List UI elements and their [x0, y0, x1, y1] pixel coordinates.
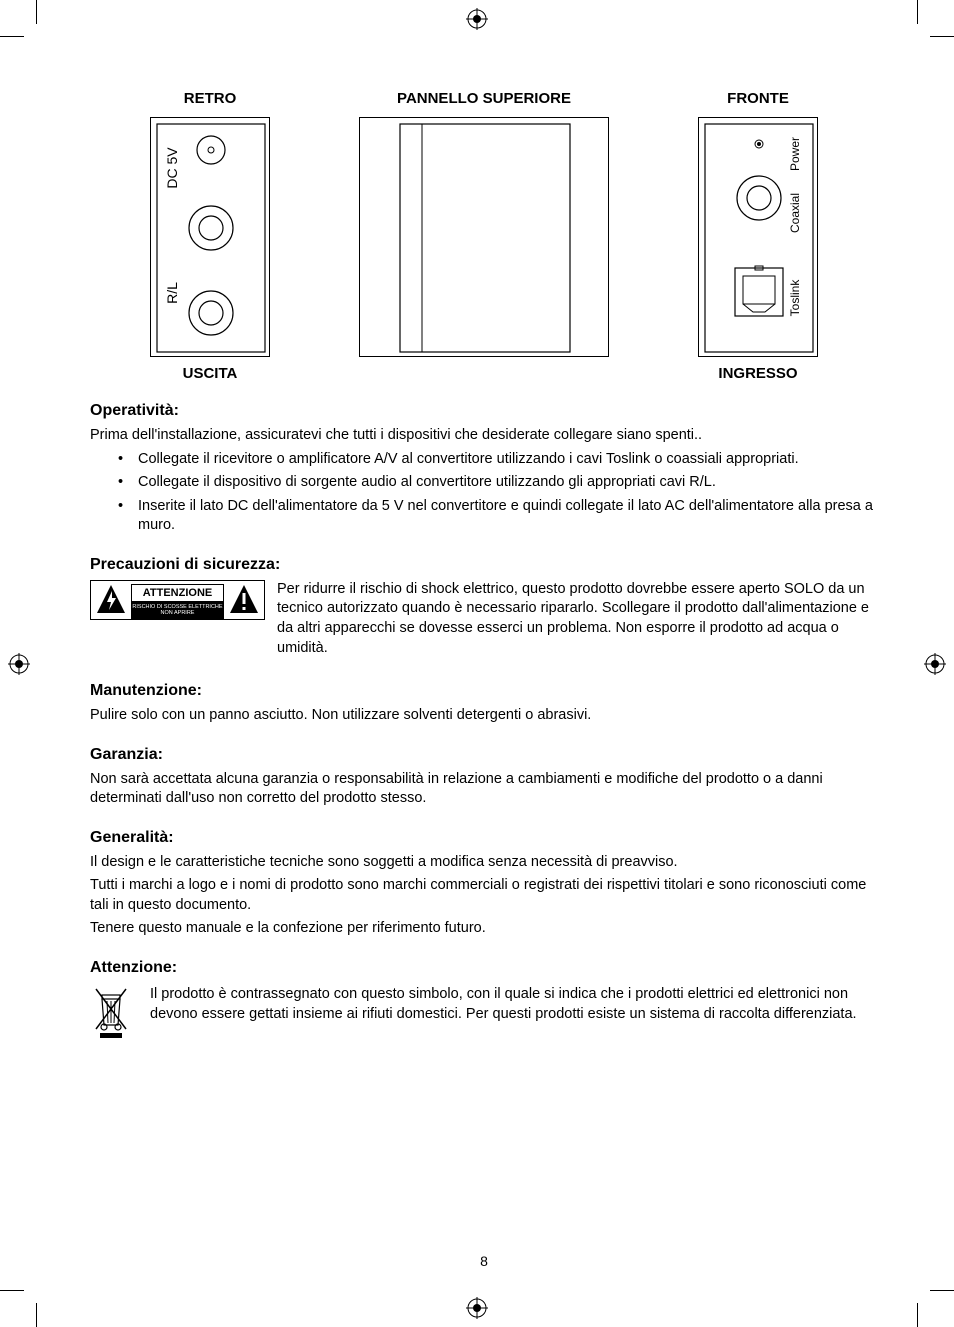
- registration-mark-icon: [466, 8, 488, 30]
- warning-title: ATTENZIONE: [131, 584, 224, 602]
- exclamation-triangle-icon: [224, 581, 264, 620]
- lightning-triangle-icon: [91, 581, 131, 620]
- panel-diagram-front: Power Coaxial Toslink: [698, 117, 818, 357]
- crop-mark: [917, 1303, 918, 1327]
- registration-mark-icon: [466, 1297, 488, 1319]
- panel-label-empty: [482, 365, 486, 382]
- heading-manutenzione: Manutenzione:: [90, 682, 878, 700]
- svg-text:Power: Power: [788, 137, 802, 171]
- crop-mark: [0, 36, 24, 37]
- crop-mark: [917, 0, 918, 24]
- list-item: Inserite il lato DC dell'alimentatore da…: [118, 497, 878, 536]
- panel-front: FRONTE Power Coaxial: [698, 90, 818, 382]
- registration-mark-icon: [8, 653, 30, 675]
- heading-operativita: Operatività:: [90, 402, 878, 420]
- text-manutenzione: Pulire solo con un panno asciutto. Non u…: [90, 706, 878, 726]
- panel-top: PANNELLO SUPERIORE: [359, 90, 609, 382]
- panel-retro: RETRO DC 5V R/L USCIT: [150, 90, 270, 382]
- panel-title-front: FRONTE: [727, 90, 789, 107]
- heading-generalita: Generalità:: [90, 829, 878, 847]
- warning-subtitle: RISCHIO DI SCOSSE ELETTRICHE NON APRIRE: [131, 602, 224, 620]
- panel-diagram-top: [359, 117, 609, 357]
- heading-garanzia: Garanzia:: [90, 746, 878, 764]
- crop-mark: [0, 1290, 24, 1291]
- text-generalita-3: Tenere questo manuale e la confezione pe…: [90, 919, 878, 939]
- list-item: Collegate il dispositivo di sorgente aud…: [118, 473, 878, 493]
- panel-label-ingresso: INGRESSO: [718, 365, 797, 382]
- svg-text:Coaxial: Coaxial: [788, 193, 802, 233]
- panels-row: RETRO DC 5V R/L USCIT: [90, 90, 878, 382]
- text-generalita-2: Tutti i marchi a logo e i nomi di prodot…: [90, 876, 878, 915]
- warning-label-box: ATTENZIONE RISCHIO DI SCOSSE ELETTRICHE …: [90, 580, 265, 621]
- heading-attenzione: Attenzione:: [90, 959, 878, 977]
- text-garanzia: Non sarà accettata alcuna garanzia o res…: [90, 770, 878, 809]
- heading-precauzioni: Precauzioni di sicurezza:: [90, 556, 878, 574]
- text-operativita-intro: Prima dell'installazione, assicuratevi c…: [90, 426, 878, 446]
- panel-label-uscita: USCITA: [183, 365, 238, 382]
- text-attenzione: Il prodotto è contrassegnato con questo …: [150, 985, 878, 1024]
- panel-title-top: PANNELLO SUPERIORE: [397, 90, 571, 107]
- panel-title-retro: RETRO: [184, 90, 237, 107]
- text-generalita-1: Il design e le caratteristiche tecniche …: [90, 853, 878, 873]
- crop-mark: [930, 36, 954, 37]
- svg-text:R/L: R/L: [164, 282, 180, 304]
- list-item: Collegate il ricevitore o amplificatore …: [118, 450, 878, 470]
- warning-sub-line1: RISCHIO DI SCOSSE ELETTRICHE: [132, 604, 222, 610]
- registration-mark-icon: [924, 653, 946, 675]
- crop-mark: [36, 1303, 37, 1327]
- crop-mark: [930, 1290, 954, 1291]
- panel-diagram-retro: DC 5V R/L: [150, 117, 270, 357]
- text-precauzioni-body: Per ridurre il rischio di shock elettric…: [277, 580, 878, 658]
- svg-text:Toslink: Toslink: [788, 279, 802, 317]
- warning-block: ATTENZIONE RISCHIO DI SCOSSE ELETTRICHE …: [90, 580, 878, 662]
- list-operativita: Collegate il ricevitore o amplificatore …: [90, 450, 878, 536]
- page-content: RETRO DC 5V R/L USCIT: [90, 90, 878, 1267]
- crop-mark: [36, 0, 37, 24]
- svg-text:DC 5V: DC 5V: [164, 147, 180, 189]
- weee-bin-icon: [90, 985, 132, 1044]
- page-number: 8: [480, 1253, 488, 1269]
- warning-sub-line2: NON APRIRE: [161, 610, 195, 616]
- weee-row: Il prodotto è contrassegnato con questo …: [90, 985, 878, 1044]
